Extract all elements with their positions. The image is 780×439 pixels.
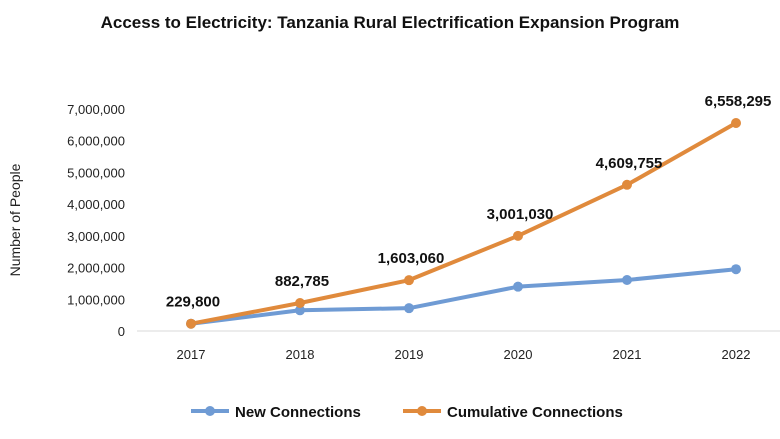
y-tick-label: 6,000,000 bbox=[67, 134, 125, 149]
data-label: 3,001,030 bbox=[487, 206, 554, 223]
legend-marker bbox=[417, 406, 427, 416]
data-point bbox=[186, 318, 196, 329]
x-tick-label: 2019 bbox=[395, 347, 424, 362]
x-tick-label: 2021 bbox=[613, 347, 642, 362]
chart-title: Access to Electricity: Tanzania Rural El… bbox=[100, 13, 680, 32]
data-point bbox=[513, 230, 523, 241]
y-tick-label: 3,000,000 bbox=[67, 229, 125, 244]
data-point bbox=[513, 281, 523, 292]
data-point bbox=[404, 275, 414, 286]
data-point bbox=[295, 305, 305, 316]
series-line-1 bbox=[190, 121, 737, 326]
data-point bbox=[404, 303, 414, 314]
data-point bbox=[622, 179, 632, 190]
series-line-0 bbox=[190, 267, 737, 326]
x-tick-label: 2022 bbox=[722, 347, 751, 362]
data-label: 229,800 bbox=[166, 294, 220, 311]
legend-label: New Connections bbox=[235, 404, 361, 421]
legend-marker bbox=[205, 406, 215, 416]
y-tick-label: 2,000,000 bbox=[67, 261, 125, 276]
data-label: 882,785 bbox=[275, 273, 329, 290]
data-point bbox=[731, 264, 741, 275]
y-tick-label: 4,000,000 bbox=[67, 197, 125, 212]
y-tick-label: 1,000,000 bbox=[67, 292, 125, 307]
x-tick-label: 2018 bbox=[286, 347, 315, 362]
legend-label: Cumulative Connections bbox=[447, 404, 623, 421]
data-point bbox=[295, 298, 305, 309]
y-tick-label: 7,000,000 bbox=[67, 102, 125, 117]
data-label: 1,603,060 bbox=[378, 250, 445, 267]
data-label: 4,609,755 bbox=[596, 155, 663, 172]
x-tick-label: 2020 bbox=[504, 347, 533, 362]
x-tick-label: 2017 bbox=[177, 347, 206, 362]
y-axis-label: Number of People bbox=[7, 163, 23, 276]
data-point bbox=[622, 274, 632, 285]
data-point bbox=[731, 118, 741, 129]
y-tick-label: 5,000,000 bbox=[67, 165, 125, 180]
y-tick-label: 0 bbox=[118, 324, 125, 339]
data-label: 6,558,295 bbox=[705, 93, 772, 110]
